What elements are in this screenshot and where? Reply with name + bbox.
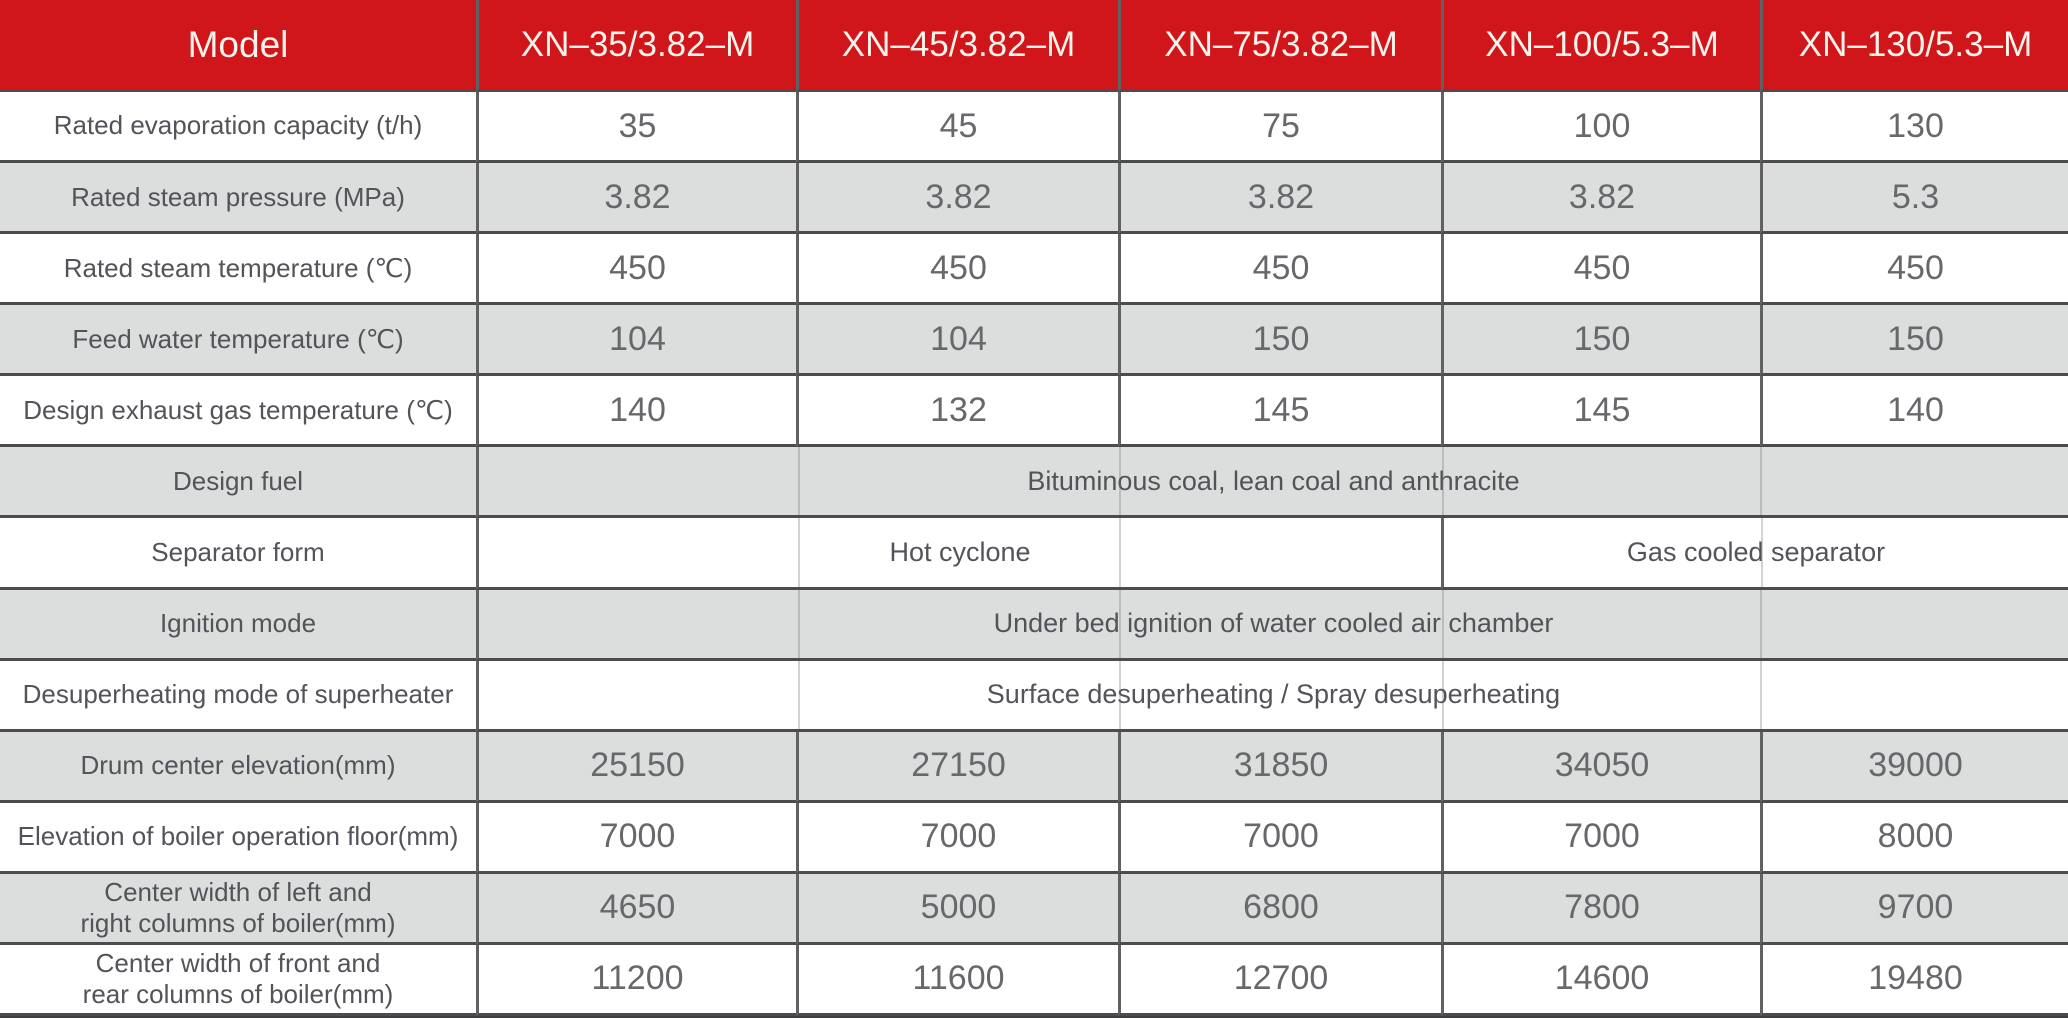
value-cell: 75 [1118,92,1441,164]
header-col-xn-45: XN–45/3.82–M [796,0,1118,92]
column-divider [1118,518,1121,587]
value-cell: 3.82 [1441,163,1760,235]
merged-value-cell: Bituminous coal, lean coal and anthracit… [476,447,2068,519]
value-cell: 12700 [1118,944,1441,1016]
row-label: Separator form [0,518,476,590]
row-label: Center width of front and rear columns o… [0,944,476,1016]
merged-value-cell: Under bed ignition of water cooled air c… [476,589,2068,661]
row-label: Feed water temperature (℃) [0,305,476,377]
value-cell: 150 [1118,305,1441,377]
value-cell: 104 [476,305,796,377]
value-cell: 3.82 [1118,163,1441,235]
column-divider [1441,447,1444,516]
merged-value: Under bed ignition of water cooled air c… [993,608,1554,639]
row-label: Center width of left and right columns o… [0,873,476,945]
value-cell: 150 [1441,305,1760,377]
row-label: Rated steam pressure (MPa) [0,163,476,235]
header-col-xn-100: XN–100/5.3–M [1441,0,1760,92]
merged-value: Hot cyclone [889,536,1031,567]
row-label: Design exhaust gas temperature (℃) [0,376,476,448]
row-label: Desuperheating mode of superheater [0,660,476,732]
row-label: Ignition mode [0,589,476,661]
merged-value-cell: Gas cooled separator [1441,518,2068,590]
column-divider [1441,660,1444,729]
column-divider [1119,447,1122,516]
merged-value: Gas cooled separator [1626,536,1886,567]
merged-value-cell: Surface desuperheating / Spray desuperhe… [476,660,2068,732]
row-label: Drum center elevation(mm) [0,731,476,803]
value-cell: 104 [796,305,1118,377]
value-cell: 31850 [1118,731,1441,803]
value-cell: 132 [796,376,1118,448]
row-label: Rated steam temperature (℃) [0,234,476,306]
column-divider [798,660,801,729]
value-cell: 9700 [1760,873,2068,945]
value-cell: 11600 [796,944,1118,1016]
value-cell: 7000 [796,802,1118,874]
row-label: Rated evaporation capacity (t/h) [0,92,476,164]
value-cell: 14600 [1441,944,1760,1016]
value-cell: 450 [1760,234,2068,306]
value-cell: 11200 [476,944,796,1016]
value-cell: 5000 [796,873,1118,945]
merged-value-cell: Hot cyclone [476,518,1441,590]
value-cell: 6800 [1118,873,1441,945]
value-cell: 150 [1760,305,2068,377]
column-divider [1760,518,1763,587]
value-cell: 450 [476,234,796,306]
merged-value: Bituminous coal, lean coal and anthracit… [1027,465,1520,496]
value-cell: 7000 [1441,802,1760,874]
value-cell: 45 [796,92,1118,164]
value-cell: 140 [476,376,796,448]
value-cell: 8000 [1760,802,2068,874]
value-cell: 7000 [476,802,796,874]
header-col-xn-35: XN–35/3.82–M [476,0,796,92]
value-cell: 27150 [796,731,1118,803]
value-cell: 145 [1441,376,1760,448]
value-cell: 3.82 [476,163,796,235]
value-cell: 145 [1118,376,1441,448]
column-divider [798,447,801,516]
column-divider [798,589,801,658]
value-cell: 25150 [476,731,796,803]
column-divider [1759,447,1762,516]
row-label: Elevation of boiler operation floor(mm) [0,802,476,874]
value-cell: 3.82 [796,163,1118,235]
value-cell: 19480 [1760,944,2068,1016]
value-cell: 35 [476,92,796,164]
column-divider [1759,660,1762,729]
header-col-xn-75: XN–75/3.82–M [1118,0,1441,92]
value-cell: 130 [1760,92,2068,164]
value-cell: 39000 [1760,731,2068,803]
column-divider [1759,589,1762,658]
header-model: Model [0,0,476,92]
column-divider [1119,589,1122,658]
row-label: Design fuel [0,447,476,519]
column-divider [798,518,801,587]
column-divider [1119,660,1122,729]
value-cell: 34050 [1441,731,1760,803]
merged-value: Surface desuperheating / Spray desuperhe… [986,679,1561,710]
value-cell: 450 [1441,234,1760,306]
value-cell: 7800 [1441,873,1760,945]
value-cell: 450 [1118,234,1441,306]
value-cell: 7000 [1118,802,1441,874]
value-cell: 450 [796,234,1118,306]
value-cell: 4650 [476,873,796,945]
value-cell: 100 [1441,92,1760,164]
column-divider [1441,589,1444,658]
value-cell: 5.3 [1760,163,2068,235]
header-col-xn-130: XN–130/5.3–M [1760,0,2068,92]
value-cell: 140 [1760,376,2068,448]
